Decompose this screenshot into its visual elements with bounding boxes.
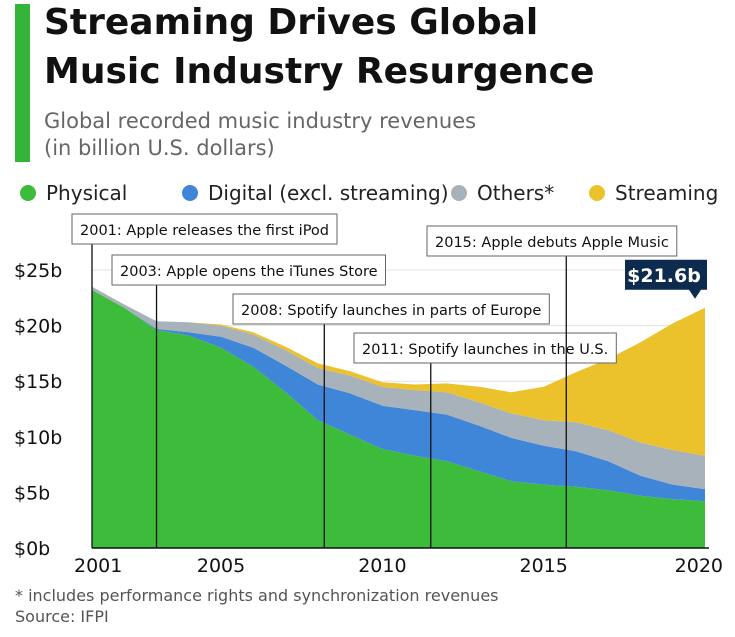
x-tick-label-2005: 2005 — [197, 555, 245, 577]
y-tick-label-1: $5b — [14, 482, 50, 504]
annotation-box-0 — [71, 213, 338, 245]
legend-item-others: Others* — [451, 178, 554, 208]
legend-item-physical: Physical — [20, 178, 127, 208]
title-accent-bar — [15, 4, 30, 162]
annotation-label-4: 2015: Apple debuts Apple Music — [435, 235, 669, 251]
annotation-box-3 — [353, 332, 617, 364]
title-line-2: Music Industry Resurgence — [44, 51, 595, 92]
legend: Physical Digital (excl. streaming) Other… — [12, 178, 732, 208]
x-tick-label-2020: 2020 — [675, 555, 723, 577]
annotation-box-1 — [111, 254, 386, 286]
legend-swatch-physical — [20, 185, 36, 201]
subtitle-line-2: (in billion U.S. dollars) — [44, 136, 275, 160]
annotation-box-2 — [232, 293, 550, 325]
y-tick-label-5: $25b — [14, 260, 62, 282]
area-physical — [92, 290, 705, 548]
footnote: * includes performance rights and synchr… — [15, 586, 499, 605]
x-tick-label-2010: 2010 — [358, 555, 406, 577]
legend-label-others: Others* — [477, 181, 555, 205]
y-tick-label-2: $10b — [14, 427, 62, 449]
annotation-label-0: 2001: Apple releases the first iPod — [80, 223, 329, 239]
annotation-4: 2015: Apple debuts Apple Music — [426, 225, 678, 257]
area-others — [92, 286, 705, 490]
x-tick-label-2001: 2001 — [74, 555, 122, 577]
annotation-label-2: 2008: Spotify launches in parts of Europ… — [241, 303, 541, 319]
x-tick-label-2015: 2015 — [520, 555, 568, 577]
annotation-label-1: 2003: Apple opens the iTunes Store — [120, 264, 378, 280]
annotation-box-4 — [426, 225, 678, 257]
legend-item-streaming: Streaming — [589, 178, 718, 208]
area-digital — [92, 290, 705, 502]
source-note: Source: IFPI — [15, 607, 109, 626]
legend-swatch-digital — [182, 185, 198, 201]
area-streaming — [92, 286, 705, 456]
annotation-1: 2003: Apple opens the iTunes Store — [111, 254, 386, 286]
legend-item-digital: Digital (excl. streaming) — [182, 178, 449, 208]
chart-subtitle: Global recorded music industry revenues … — [44, 108, 644, 162]
chart-title: Streaming Drives Global Music Industry R… — [44, 0, 724, 96]
total-callout-box — [625, 259, 707, 299]
y-tick-label-0: $0b — [14, 538, 50, 560]
title-line-1: Streaming Drives Global — [44, 2, 539, 43]
y-tick-label-3: $15b — [14, 371, 62, 393]
legend-swatch-others — [451, 185, 467, 201]
annotation-3: 2011: Spotify launches in the U.S. — [353, 332, 617, 364]
stacked-area-chart: $0b $5b $10b $15b $20b $25b 2001 2005 2010 2015 20… — [14, 213, 723, 577]
legend-label-digital: Digital (excl. streaming) — [208, 181, 449, 205]
total-callout-label: $21.6b — [627, 265, 701, 287]
subtitle-line-1: Global recorded music industry revenues — [44, 109, 477, 133]
annotation-label-3: 2011: Spotify launches in the U.S. — [362, 342, 608, 358]
legend-label-physical: Physical — [46, 181, 128, 205]
annotation-0: 2001: Apple releases the first iPod — [71, 213, 338, 245]
legend-label-streaming: Streaming — [615, 181, 719, 205]
annotation-2: 2008: Spotify launches in parts of Europ… — [232, 293, 550, 325]
legend-swatch-streaming — [589, 185, 605, 201]
y-tick-label-4: $20b — [14, 316, 62, 338]
